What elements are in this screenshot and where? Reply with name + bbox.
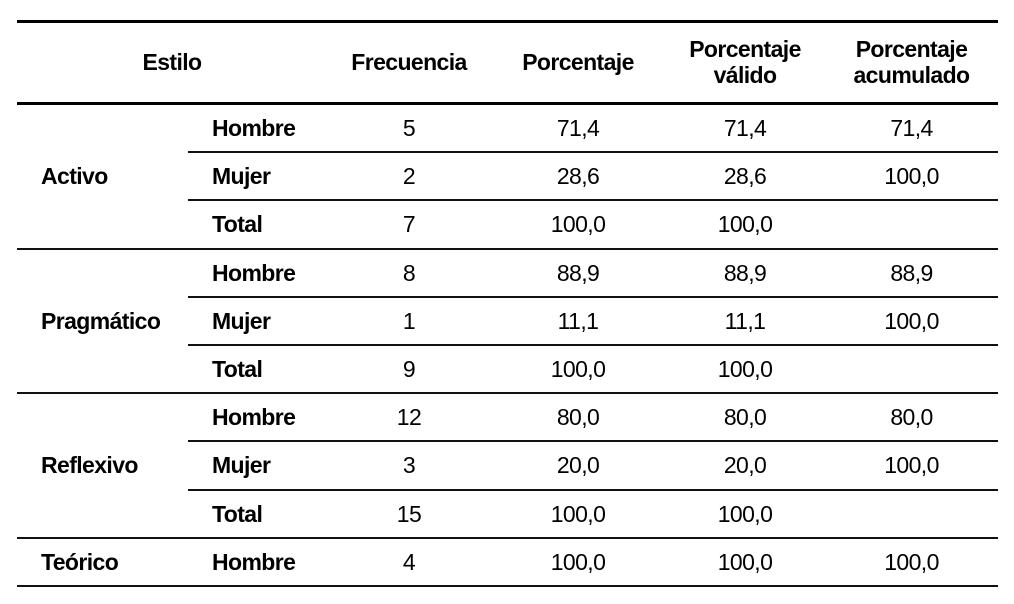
- cell-frecuencia: 7: [402, 211, 416, 238]
- cell-valido: 100,0: [717, 548, 773, 575]
- sex-label: Total: [212, 500, 263, 527]
- sex-label: Mujer: [212, 163, 271, 190]
- header-frecuencia: Frecuencia: [327, 21, 491, 103]
- row-group-label: Pragmático: [41, 307, 161, 334]
- cell-acumulado: [825, 200, 998, 248]
- row-group-label: Teórico: [41, 548, 119, 575]
- header-porcentaje-acumulado: Porcentaje acumulado: [825, 21, 998, 103]
- cell-frecuencia: 1: [402, 307, 416, 334]
- header-porcentaje-valido-line1: Porcentaje: [689, 36, 801, 62]
- cell-porcentaje: 100,0: [550, 500, 606, 527]
- cell-frecuencia: 8: [402, 259, 416, 286]
- cell-porcentaje: 20,0: [556, 452, 600, 479]
- row-separator-rule: [188, 199, 998, 201]
- cell-porcentaje: 88,9: [556, 259, 600, 286]
- row-separator-rule: [188, 344, 998, 346]
- header-frecuencia-label: Frecuencia: [351, 49, 467, 75]
- cell-acumulado: 100,0: [884, 163, 939, 190]
- cell-frecuencia: 9: [402, 356, 416, 383]
- header-porcentaje-valido: Porcentaje válido: [665, 21, 825, 103]
- header-estilo: Estilo: [17, 21, 327, 103]
- group-separator-rule: [17, 248, 998, 250]
- header-bottom-rule: [17, 102, 998, 105]
- header-estilo-label: Estilo: [142, 49, 202, 75]
- row-group-label: Reflexivo: [41, 452, 138, 479]
- cell-porcentaje: 100,0: [550, 211, 606, 238]
- row-separator-rule: [188, 440, 998, 442]
- header-porcentaje: Porcentaje: [491, 21, 665, 103]
- cell-valido: 11,1: [724, 307, 766, 334]
- cell-valido: 28,6: [723, 163, 767, 190]
- cell-porcentaje: 71,4: [556, 115, 600, 142]
- cell-valido: 100,0: [717, 211, 773, 238]
- sex-label: Total: [212, 356, 263, 383]
- cell-porcentaje: 100,0: [550, 356, 606, 383]
- cell-acumulado: 80,0: [890, 404, 933, 431]
- row-separator-rule: [188, 296, 998, 298]
- row-separator-rule: [188, 151, 998, 153]
- header-porcentaje-acumulado-line1: Porcentaje: [855, 36, 968, 62]
- cell-valido: 88,9: [723, 259, 767, 286]
- cell-porcentaje: 28,6: [556, 163, 600, 190]
- cell-acumulado: [825, 490, 998, 538]
- cell-valido: 100,0: [717, 356, 773, 383]
- header-porcentaje-label: Porcentaje: [522, 49, 634, 75]
- cell-frecuencia: 15: [396, 500, 422, 527]
- cell-porcentaje: 80,0: [556, 404, 600, 431]
- group-separator-rule: [17, 585, 998, 587]
- cell-frecuencia: 12: [396, 404, 422, 431]
- cell-valido: 80,0: [723, 404, 767, 431]
- cell-acumulado: 71,4: [890, 115, 933, 142]
- sex-label: Mujer: [212, 307, 271, 334]
- cell-valido: 71,4: [723, 115, 767, 142]
- row-group-label: Activo: [41, 163, 108, 190]
- cell-valido: 20,0: [723, 452, 767, 479]
- header-porcentaje-acumulado-line2: acumulado: [853, 62, 970, 88]
- cell-acumulado: [825, 345, 998, 393]
- cell-valido: 100,0: [717, 500, 773, 527]
- sex-label: Hombre: [212, 259, 296, 286]
- cell-porcentaje: 11,1: [557, 307, 599, 334]
- sex-label: Hombre: [212, 115, 296, 142]
- cell-acumulado: 100,0: [884, 452, 939, 479]
- cell-acumulado: 100,0: [884, 307, 939, 334]
- group-separator-rule: [17, 537, 998, 539]
- cell-frecuencia: 2: [402, 163, 416, 190]
- group-separator-rule: [17, 392, 998, 394]
- cell-acumulado: 100,0: [884, 548, 939, 575]
- header-porcentaje-valido-line2: válido: [713, 62, 777, 88]
- cell-porcentaje: 100,0: [550, 548, 606, 575]
- sex-label: Hombre: [212, 404, 296, 431]
- sex-label: Total: [212, 211, 263, 238]
- row-separator-rule: [188, 489, 998, 491]
- cell-acumulado: 88,9: [890, 259, 933, 286]
- cell-frecuencia: 4: [402, 548, 416, 575]
- sex-label: Mujer: [212, 452, 271, 479]
- sex-label: Hombre: [212, 548, 296, 575]
- table-top-rule: [17, 20, 998, 23]
- cell-frecuencia: 3: [402, 452, 416, 479]
- cell-frecuencia: 5: [402, 115, 416, 142]
